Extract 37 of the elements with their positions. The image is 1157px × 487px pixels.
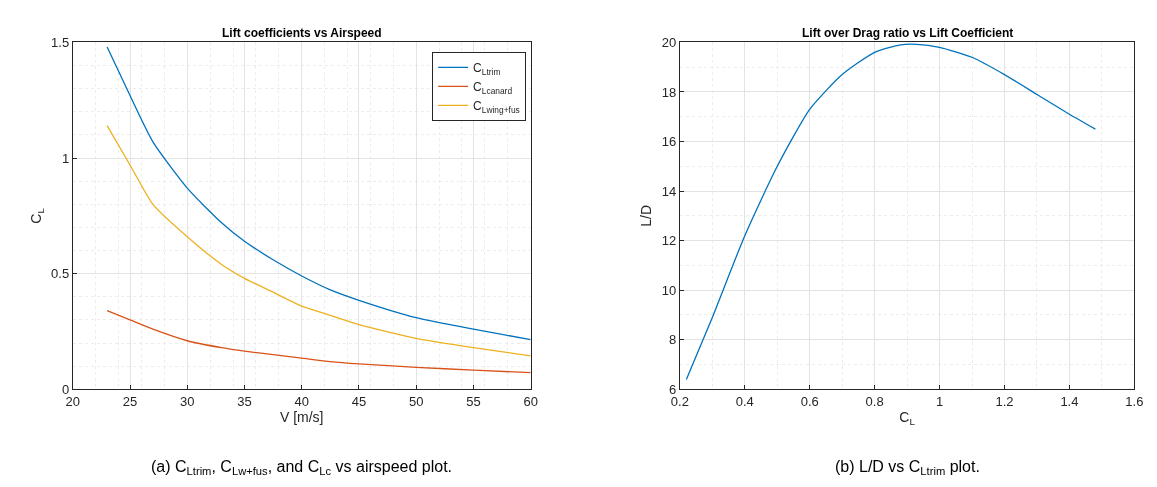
- x-tick-label: 45: [351, 393, 367, 409]
- x-tick-label: 0.4: [735, 393, 754, 409]
- y-tick-label: 10: [661, 282, 677, 298]
- x-tick-label: 1.2: [995, 393, 1014, 409]
- y-tick-label: 12: [661, 233, 677, 249]
- y-tick-label: 0.5: [51, 266, 70, 282]
- x-axis-title: C$_{L}$: [899, 409, 916, 428]
- x-tick-label: 60: [523, 393, 538, 409]
- x-tick-label: 1: [935, 393, 944, 409]
- line-series: [106, 46, 531, 341]
- y-tick-label: 16: [661, 134, 677, 150]
- x-tick-label: 1.6: [1125, 393, 1144, 409]
- line-series: [106, 310, 531, 374]
- x-tick-label: 40: [294, 393, 309, 409]
- x-tick-label: 1.4: [1060, 393, 1079, 409]
- x-tick-label: 35: [237, 393, 252, 409]
- chart-title: Lift coefficients vs Airspeed: [222, 26, 382, 40]
- x-tick-label: 55: [466, 393, 481, 409]
- y-tick-label: 18: [661, 84, 677, 100]
- y-tick-label: 1: [61, 150, 70, 166]
- y-tick-label: 14: [661, 183, 677, 199]
- x-tick-label: 0.8: [865, 393, 884, 409]
- x-tick-label: 25: [122, 393, 138, 409]
- line-series: [106, 125, 531, 357]
- line-series: [685, 43, 1097, 381]
- text: (a) C$_{L}$$_{trim}$, C$_{L}$$_{w+fus}$, and C$_{L}$$_{c}$ vs airspeed plot.: [151, 458, 453, 478]
- y-tick-label: 1.5: [51, 34, 70, 50]
- x-tick-label: 50: [408, 393, 424, 409]
- x-tick-label: 0.6: [800, 393, 819, 409]
- chart-title: Lift over Drag ratio vs Lift Coefficient: [802, 26, 1014, 40]
- x-tick-label: 30: [180, 393, 195, 409]
- y-tick-label: 20: [661, 34, 677, 50]
- text: (b) L/D vs C$_{L}$$_{trim}$ plot.: [835, 458, 980, 478]
- y-tick-label: 8: [669, 332, 677, 348]
- y-axis-title: L/D: [638, 204, 655, 227]
- y-tick-label: 0: [61, 381, 70, 397]
- x-axis-title: V [m/s]: [279, 409, 324, 426]
